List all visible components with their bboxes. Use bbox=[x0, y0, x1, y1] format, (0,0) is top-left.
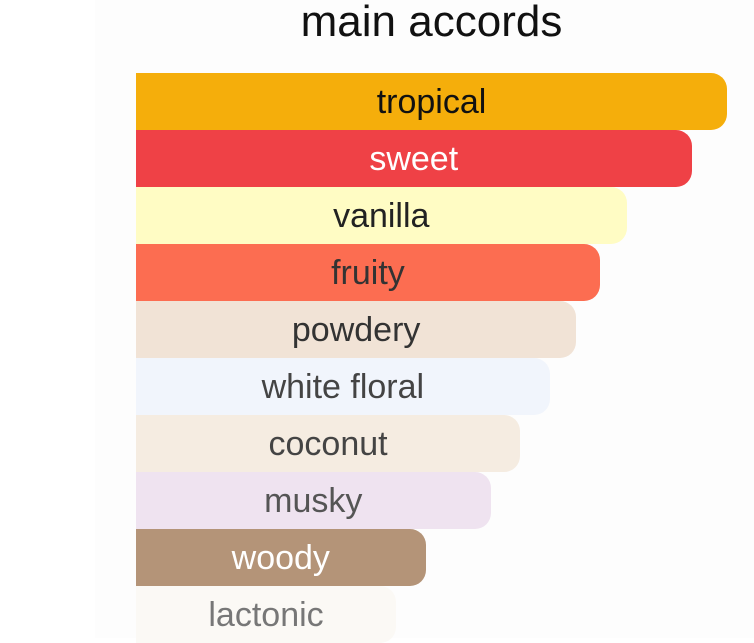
accord-bar-fruity: fruity bbox=[136, 244, 600, 301]
accord-label: powdery bbox=[291, 310, 421, 349]
accord-bar-musky: musky bbox=[136, 472, 491, 529]
accord-label: vanilla bbox=[333, 196, 430, 235]
chart-title: main accords bbox=[300, 0, 563, 46]
accord-bar-vanilla: vanilla bbox=[136, 187, 627, 244]
accord-bar-sweet: sweet bbox=[136, 130, 692, 187]
accord-label: fruity bbox=[331, 253, 405, 292]
accord-label: woody bbox=[231, 538, 330, 577]
accord-label: lactonic bbox=[208, 595, 324, 634]
accord-bar-lactonic: lactonic bbox=[136, 586, 397, 643]
accord-bar-white-floral: white floral bbox=[136, 358, 550, 415]
accord-label: white floral bbox=[261, 367, 425, 406]
accord-label: sweet bbox=[369, 139, 459, 178]
accord-bar-powdery: powdery bbox=[136, 301, 577, 358]
accord-label: musky bbox=[264, 481, 363, 520]
accord-bar-woody: woody bbox=[136, 529, 426, 586]
accord-bar-coconut: coconut bbox=[136, 415, 521, 472]
accord-label: tropical bbox=[376, 82, 487, 121]
accord-bar-tropical: tropical bbox=[136, 73, 727, 130]
accord-label: coconut bbox=[268, 424, 388, 463]
